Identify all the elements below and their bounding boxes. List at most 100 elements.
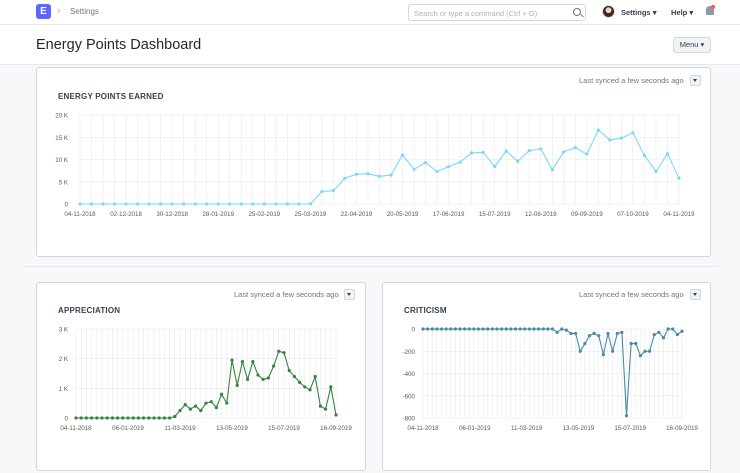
data-point: [657, 330, 661, 334]
data-point: [303, 385, 307, 389]
data-point: [634, 341, 638, 346]
data-point: [100, 416, 104, 420]
data-point: [220, 392, 224, 396]
data-point: [287, 368, 291, 373]
data-point: [400, 153, 405, 157]
divider: [22, 266, 718, 267]
data-point: [513, 327, 518, 331]
data-point: [677, 176, 681, 180]
y-tick-label: 3 K: [59, 327, 69, 334]
navbar: E › Settings Search or type a command (C…: [0, 0, 740, 25]
search-icon[interactable]: [573, 8, 581, 16]
data-point: [439, 327, 444, 331]
data-point: [101, 202, 105, 206]
y-tick-label: 0: [65, 202, 69, 209]
data-point: [516, 159, 520, 163]
data-point: [587, 334, 592, 338]
help-dropdown[interactable]: Help ▾: [671, 8, 693, 17]
data-point: [583, 341, 587, 346]
y-tick-label: 20 K: [55, 113, 69, 120]
data-point: [500, 327, 504, 331]
y-tick-label: 10 K: [55, 157, 69, 164]
data-point: [173, 414, 177, 419]
x-tick-label: 13-05-2019: [563, 425, 595, 432]
x-tick-label: 17-06-2019: [433, 211, 465, 218]
caret-down-icon: ▾: [700, 40, 705, 49]
search-placeholder: Search or type a command (Ctrl + G): [414, 9, 538, 18]
y-tick-label: 2 K: [59, 356, 69, 363]
data-point: [680, 329, 684, 333]
search-input[interactable]: Search or type a command (Ctrl + G): [408, 4, 586, 21]
data-point: [435, 169, 439, 174]
data-point: [136, 416, 140, 420]
breadcrumb-settings[interactable]: Settings: [70, 7, 99, 16]
y-tick-label: -800: [403, 416, 416, 423]
data-point: [209, 400, 213, 404]
data-point: [235, 383, 239, 387]
settings-dropdown[interactable]: Settings ▾: [621, 8, 656, 17]
caret-down-icon: ▾: [689, 8, 694, 17]
bell-icon[interactable]: [706, 6, 714, 15]
chart-title: APPRECIATION: [58, 306, 121, 315]
x-tick-label: 25-02-2019: [248, 211, 280, 218]
y-tick-label: 1 K: [59, 386, 69, 393]
app-logo[interactable]: E: [36, 4, 51, 19]
data-point: [629, 341, 633, 346]
data-point: [620, 330, 624, 334]
x-tick-label: 11-03-2019: [511, 425, 543, 432]
data-point: [274, 202, 278, 206]
x-tick-label: 06-01-2019: [459, 425, 491, 432]
card-dropdown-button[interactable]: [690, 75, 701, 86]
x-tick-label: 06-01-2019: [112, 425, 144, 432]
data-point: [79, 416, 83, 420]
data-point: [523, 327, 527, 331]
data-point: [527, 149, 531, 153]
data-point: [423, 161, 428, 165]
x-tick-label: 04-11-2018: [407, 425, 439, 432]
x-tick-label: 15-07-2019: [614, 425, 646, 432]
data-point: [435, 327, 439, 331]
data-point: [116, 416, 120, 420]
data-point: [147, 416, 151, 420]
data-point: [331, 189, 336, 193]
y-tick-label: 15 K: [55, 135, 69, 142]
data-point: [343, 176, 347, 180]
data-point: [615, 331, 619, 336]
data-point: [661, 336, 666, 340]
data-point: [541, 327, 545, 331]
data-point: [366, 172, 370, 176]
avatar[interactable]: [602, 5, 615, 18]
data-point: [481, 327, 485, 331]
data-point: [162, 416, 166, 420]
data-point: [121, 416, 125, 420]
data-point: [509, 327, 513, 331]
data-point: [297, 202, 301, 206]
data-point: [277, 349, 281, 353]
data-point: [624, 414, 629, 418]
data-point: [652, 332, 656, 337]
data-point: [282, 351, 286, 355]
data-point: [318, 404, 322, 408]
data-point: [308, 388, 312, 392]
data-point: [334, 413, 338, 417]
data-point: [228, 202, 232, 206]
card-dropdown-button[interactable]: [344, 289, 355, 300]
data-point: [463, 327, 467, 331]
data-point: [204, 401, 208, 405]
data-point: [546, 327, 550, 331]
caret-down-icon: ▾: [652, 8, 657, 17]
data-point: [550, 168, 554, 172]
data-point: [377, 174, 382, 179]
data-point: [313, 374, 317, 379]
data-point: [178, 408, 182, 413]
y-tick-label: -400: [403, 371, 416, 378]
data-point: [578, 349, 582, 353]
x-tick-label: 02-12-2018: [110, 211, 142, 218]
card-dropdown-button[interactable]: [690, 289, 701, 300]
menu-button[interactable]: Menu ▾: [673, 37, 711, 53]
data-point: [470, 151, 474, 155]
notification-dot: [711, 5, 715, 9]
x-tick-label: 16-09-2019: [666, 425, 698, 432]
data-point: [183, 403, 187, 407]
x-tick-label: 20-05-2019: [387, 211, 419, 218]
